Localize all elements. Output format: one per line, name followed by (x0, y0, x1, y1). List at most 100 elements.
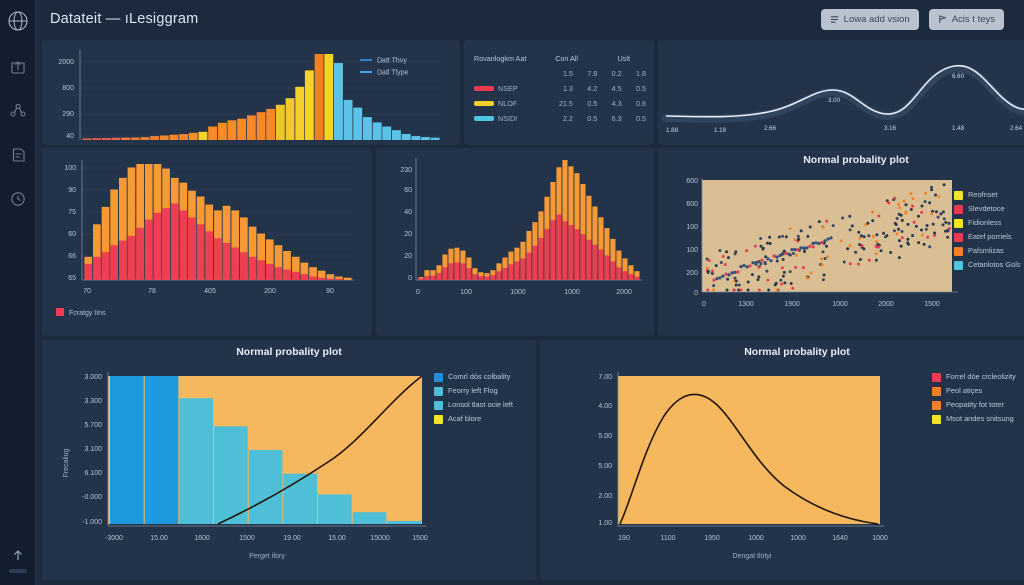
main-histogram-chart: 2000 800 290 40 Datt Thvy Datl Tlype (58, 50, 442, 140)
scatter-point (871, 234, 875, 238)
histogram-bar (92, 138, 101, 140)
scatter-point (780, 266, 784, 270)
scatter-point (764, 255, 768, 259)
acis-t-teys-button[interactable]: Acis t teys (928, 8, 1004, 30)
scatter-point (759, 262, 763, 266)
scatter-point (821, 225, 825, 229)
wave-point-label: 1.48 (952, 125, 965, 132)
scatter-point (947, 221, 951, 225)
legend-item[interactable]: Msot andes snitsung (932, 414, 1016, 424)
scatter-point (867, 258, 871, 262)
plot-background (702, 180, 952, 292)
legend-item[interactable]: Peopatity fot toter (932, 400, 1016, 410)
step-bar (248, 450, 283, 524)
bottom-left-panel: Normal probality plot 3.000 3.300 5.700 … (42, 340, 536, 580)
legend-item[interactable]: Cetanlotos Gols (954, 260, 1021, 270)
scatter-point (944, 220, 948, 224)
histogram-bar (266, 108, 276, 140)
scatter-point (877, 245, 880, 249)
legend-item[interactable]: Forrel dòe crcleolizity (932, 372, 1016, 382)
svg-text:600: 600 (686, 201, 698, 208)
scatter-point (767, 288, 771, 292)
histogram-bar-lower (424, 276, 430, 280)
table-header-1: Con All (555, 53, 578, 63)
scatter-point (714, 264, 718, 268)
histogram-bar-lower (496, 271, 502, 280)
share-network-icon[interactable] (7, 100, 29, 122)
upload-icon[interactable] (7, 56, 29, 78)
table-row[interactable]: NSEP 1.3 4.2 4.5 0.5 (474, 81, 646, 96)
bottom-left-title: Normal probality plot (236, 346, 342, 358)
legend-item[interactable]: Comrl dós colbality (434, 372, 513, 382)
scatter-point (725, 250, 729, 254)
legend-item[interactable]: Lonsol tlast ocie left (434, 400, 513, 410)
histogram-bar-lower (508, 264, 514, 280)
histogram-bar-upper (616, 250, 622, 280)
legend-item[interactable]: Pafsmlizas (954, 246, 1021, 256)
svg-text:20: 20 (404, 253, 412, 260)
step-bars (110, 376, 421, 524)
legend-swatch (434, 401, 443, 410)
bottom-left-legend: Comrl dós colbality Feorry left Flog Lonso… (434, 372, 513, 428)
scatter-point (874, 252, 878, 256)
bottom-left-chart: 3.000 3.300 5.700 3.100 6.100 -0.000 -1.… (63, 372, 428, 560)
scatter-point (707, 259, 711, 262)
step-bar (283, 473, 317, 524)
histogram-bar-lower (153, 212, 162, 280)
scatter-point (866, 221, 870, 225)
clock-icon[interactable] (7, 188, 29, 210)
svg-text:20: 20 (404, 231, 412, 238)
legend-item[interactable]: Fidionless (954, 218, 1021, 228)
table-row[interactable]: NSIDI 2.2 0.5 6.3 0.5 (474, 111, 646, 126)
scatter-point (775, 259, 779, 263)
table-row[interactable]: NLOF 21.5 0.5 4.3 0.6 (474, 96, 646, 111)
scatter-point (848, 214, 852, 218)
scatter-point (802, 246, 806, 250)
scatter-point (931, 222, 935, 226)
scatter-point (829, 236, 833, 240)
legend-item[interactable]: Slevdetoce (954, 204, 1021, 214)
table-row[interactable]: 1.5 7.8 0.2 1.8 (474, 66, 646, 81)
mid-histogram-chart: 230 60 40 20 20 0 0 100 1000 1000 2000 (400, 158, 642, 296)
legend-item[interactable]: Acaf blore (434, 414, 513, 424)
legend-item[interactable]: Reofnset (954, 190, 1021, 200)
histogram-bar-upper (424, 270, 430, 280)
scatter-point (871, 219, 875, 223)
scatter-point (885, 199, 889, 203)
mid-histogram-panel: 230 60 40 20 20 0 0 100 1000 1000 2000 (376, 148, 654, 336)
scatter-point (846, 247, 850, 251)
list-icon (830, 15, 839, 24)
scatter-point (820, 257, 824, 261)
legend-item[interactable]: Feorry left Flog (434, 386, 513, 396)
scatter-point (893, 196, 897, 200)
document-icon[interactable] (7, 144, 29, 166)
scatter-point (875, 233, 879, 237)
legend-item[interactable]: Peol atiçes (932, 386, 1016, 396)
histogram-bar-upper (610, 238, 616, 280)
histogram-bar-lower (568, 225, 574, 280)
scatter-legend: Reofnset Slevdetoce Fidionless Eatef porrie… (954, 190, 1021, 274)
wave-point-label: 2.66 (764, 125, 777, 132)
scatter-point (710, 271, 714, 275)
histogram-bar-upper (430, 270, 436, 280)
legend-item[interactable]: Eatef porriels (954, 232, 1021, 242)
svg-text:90: 90 (326, 288, 334, 295)
svg-text:60: 60 (68, 231, 76, 238)
globe-logo-icon[interactable] (5, 8, 31, 34)
plot-background (618, 376, 880, 524)
scatter-point (884, 235, 887, 239)
histogram-bar-lower (628, 274, 634, 280)
arrow-up-icon[interactable] (10, 547, 26, 563)
scatter-point (897, 227, 901, 231)
trend-curve (217, 375, 423, 525)
histogram-bar (421, 137, 430, 140)
lowa-add-vsion-button[interactable]: Lowa add vsion (820, 8, 919, 30)
bottom-right-chart: 7.00 4.00 5.00 5.00 2.00 1.00 190 1100 1… (598, 372, 888, 560)
histogram-bar-lower (265, 263, 274, 280)
scatter-point (917, 241, 921, 245)
svg-text:15000: 15000 (370, 535, 390, 542)
step-bar (144, 376, 179, 524)
scatter-point (848, 228, 852, 232)
scatter-point (917, 214, 920, 218)
histogram-bar-upper (586, 195, 592, 280)
